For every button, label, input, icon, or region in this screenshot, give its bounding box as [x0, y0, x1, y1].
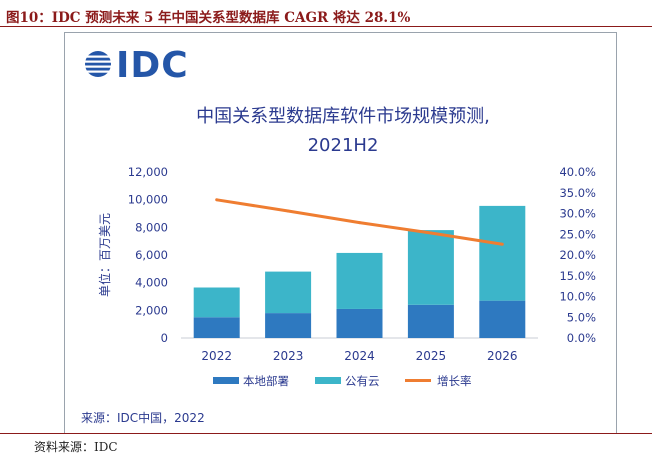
growth-rate-point — [429, 231, 433, 235]
chart-marks: 0 2,000 4,000 6,000 8,000 10,000 12,000 0.0% 5.0… — [128, 165, 596, 363]
growth-rate-point — [215, 198, 219, 202]
legend-swatch-on-premise — [213, 377, 239, 384]
y-tick-label: 6,000 — [135, 248, 168, 262]
x-tick-label: 2026 — [487, 349, 518, 363]
bar-on-premise — [407, 304, 454, 338]
y-axis-label: 单位：百万美元 — [97, 213, 112, 297]
growth-rate-point — [286, 209, 290, 213]
y2-tick-label: 40.0% — [559, 165, 596, 179]
legend-label-growth: 增长率 — [437, 374, 472, 388]
x-tick-label: 2024 — [344, 349, 375, 363]
y-tick-label: 12,000 — [128, 165, 168, 179]
growth-rate-point — [500, 242, 504, 246]
x-tick-label: 2022 — [201, 349, 232, 363]
legend-label-public-cloud: 公有云 — [345, 374, 380, 388]
y-tick-label: 4,000 — [135, 276, 168, 290]
legend-swatch-public-cloud — [315, 377, 341, 384]
y2-tick-label: 0.0% — [567, 331, 596, 345]
bar-public-cloud — [336, 252, 383, 309]
growth-rate-point — [358, 221, 361, 225]
y2-tick-label: 10.0% — [559, 290, 596, 304]
legend: 本地部署 公有云 增长率 — [213, 374, 472, 388]
legend-label-on-premise: 本地部署 — [243, 374, 289, 388]
bar-public-cloud — [407, 230, 454, 305]
bar-public-cloud — [265, 271, 312, 314]
chart-title: 中国关系型数据库软件市场规模预测, — [196, 106, 490, 127]
y2-tick-label: 5.0% — [567, 310, 596, 324]
bottom-rule — [0, 433, 652, 434]
idc-logo: IDC — [83, 45, 189, 86]
figure-title: 图10：IDC 预测未来 5 年中国关系型数据库 CAGR 将达 28.1% — [6, 10, 411, 26]
y2-tick-label: 15.0% — [559, 269, 596, 283]
top-rule — [0, 26, 652, 27]
y-tick-label: 8,000 — [135, 220, 168, 234]
y-tick-label: 0 — [161, 331, 168, 345]
y-tick-label: 2,000 — [135, 303, 168, 317]
logo-text: IDC — [116, 45, 189, 86]
source-inner: 来源：IDC中国，2022 — [81, 410, 205, 425]
x-tick-label: 2023 — [273, 349, 304, 363]
chart-subtitle: 2021H2 — [308, 135, 379, 156]
bar-on-premise — [265, 313, 312, 338]
bar-public-cloud — [479, 205, 526, 301]
chart-panel: IDC 中国关系型数据库软件市场规模预测, 2021H2 单位：百万美元 0 2,… — [64, 32, 617, 434]
bar-on-premise — [193, 317, 240, 338]
y2-tick-label: 20.0% — [559, 248, 596, 262]
chart-svg: IDC 中国关系型数据库软件市场规模预测, 2021H2 单位：百万美元 0 2,… — [81, 45, 596, 425]
y2-tick-label: 30.0% — [559, 207, 596, 221]
y2-tick-label: 25.0% — [559, 227, 596, 241]
y-tick-label: 10,000 — [128, 193, 168, 207]
bar-public-cloud — [193, 287, 240, 318]
x-tick-label: 2025 — [416, 349, 447, 363]
idc-globe-icon — [83, 51, 113, 77]
y2-tick-label: 35.0% — [559, 186, 596, 200]
bar-on-premise — [479, 300, 526, 338]
source-outer: 资料来源：IDC — [34, 440, 118, 454]
bar-on-premise — [336, 308, 383, 338]
